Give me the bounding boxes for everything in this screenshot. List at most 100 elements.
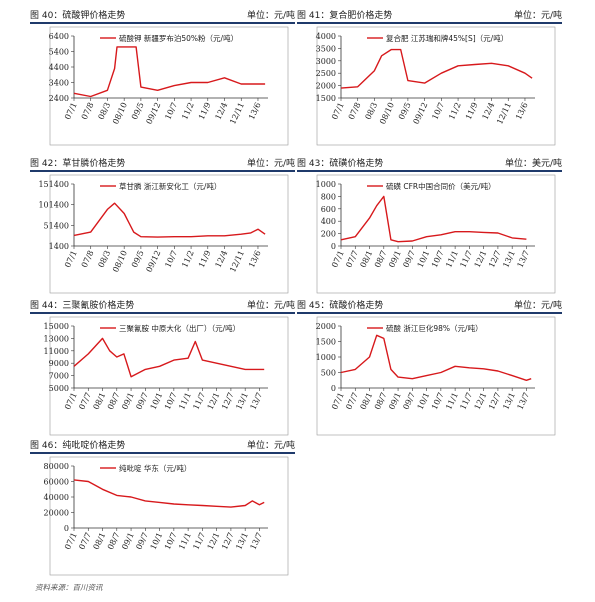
- y-tick-label: 600: [321, 205, 336, 214]
- y-tick-label: 0: [64, 524, 69, 533]
- chart-title: 图 41：复合肥价格走势: [297, 11, 393, 21]
- chart-unit: 单位：元/吨: [513, 301, 562, 311]
- x-tick-label: 13/1: [234, 391, 250, 411]
- line-chart: 1000 800 600 400 200 007/107/708/108/709/109/…: [316, 174, 556, 294]
- panel-header: 图 43：硫磺价格走势 单位：美元/吨: [297, 154, 562, 172]
- chart-title: 图 44：三聚氰胺价格走势: [30, 301, 135, 311]
- chart-panel-41: 图 41：复合肥价格走势 单位：元/吨 4000 3500 3000 2500 2000…: [297, 6, 562, 146]
- x-tick-label: 07/8: [80, 249, 96, 269]
- y-tick-label: 2500: [316, 69, 336, 78]
- panel-header: 图 42：草甘膦价格走势 单位：元/吨: [30, 154, 295, 172]
- y-tick-label: 3400: [49, 79, 69, 88]
- chart-body: 6400 5400 4400 3400 2400 07/1 07/8 08/3 08/10 09/…: [30, 26, 295, 150]
- x-tick-label: 13/7: [249, 531, 265, 551]
- x-tick-label: 11/7: [191, 531, 207, 551]
- x-tick-label: 07/7: [77, 391, 93, 411]
- x-tick-label: 13/6: [514, 101, 530, 121]
- x-tick-label: 09/7: [401, 249, 417, 269]
- x-tick-label: 07/1: [63, 249, 79, 269]
- legend-label: 草甘膦 浙江新安化工（元/吨）: [119, 181, 221, 191]
- line-chart: 15000130001100090007000500007/107/708/10…: [44, 316, 289, 436]
- chart-frame: [316, 26, 556, 146]
- x-tick-label: 09/12: [145, 249, 163, 274]
- x-tick-label: 09/7: [134, 531, 150, 551]
- x-tick-label: 10/1: [416, 249, 432, 269]
- panel-header: 图 46：纯吡啶价格走势 单位：元/吨: [30, 436, 295, 454]
- x-tick-label: 12/7: [220, 391, 236, 411]
- y-tick-label: 4400: [49, 63, 69, 72]
- x-tick-label: 13/7: [516, 249, 532, 269]
- x-tick-label: 09/1: [387, 391, 403, 411]
- chart-unit: 单位：美元/吨: [504, 159, 562, 169]
- x-tick-label: 09/5: [130, 249, 146, 269]
- line-chart: 2000 1500 1000 500 007/107/708/108/709/109/7…: [316, 316, 556, 436]
- x-tick-label: 07/7: [77, 531, 93, 551]
- x-tick-label: 08/1: [359, 249, 375, 269]
- x-tick-label: 10/7: [430, 101, 446, 121]
- y-tick-label: 15000: [44, 322, 69, 331]
- x-tick-label: 11/2: [447, 101, 463, 121]
- x-tick-label: 09/5: [130, 101, 146, 121]
- chart-panel-42: 图 42：草甘膦价格走势 单位：元/吨 151400 101400 51400 140…: [30, 154, 295, 294]
- y-tick-label: 0: [331, 242, 336, 251]
- chart-unit: 单位：元/吨: [246, 441, 295, 451]
- series-line: [340, 48, 533, 89]
- x-tick-label: 11/9: [197, 249, 213, 269]
- y-tick-label: 151400: [38, 180, 69, 189]
- legend-label: 硫酸钾 新疆罗布泊50%粉（元/吨）: [119, 33, 238, 43]
- x-tick-label: 13/6: [247, 249, 263, 269]
- series-line: [340, 195, 527, 243]
- chart-panel-46: 图 46：纯吡啶价格走势 单位：元/吨 80000 60000 40000 20000…: [30, 436, 295, 576]
- x-tick-label: 07/1: [63, 531, 79, 551]
- x-tick-label: 07/8: [80, 101, 96, 121]
- x-tick-label: 08/3: [364, 101, 380, 121]
- x-tick-label: 07/7: [344, 391, 360, 411]
- series-line: [73, 479, 265, 508]
- chart-frame: [49, 456, 289, 576]
- y-tick-label: 80000: [44, 462, 69, 471]
- chart-title: 图 46：纯吡啶价格走势: [30, 441, 126, 451]
- y-tick-label: 1500: [316, 338, 336, 347]
- x-tick-label: 10/7: [430, 249, 446, 269]
- y-tick-label: 2400: [49, 94, 69, 103]
- x-tick-label: 11/7: [458, 249, 474, 269]
- y-tick-label: 13000: [44, 334, 69, 343]
- chart-body: 15000 13000 11000 9000 7000 5000 07/1 07/7 08/1 0…: [30, 316, 295, 440]
- x-tick-label: 09/1: [120, 391, 136, 411]
- y-tick-label: 40000: [44, 493, 69, 502]
- x-tick-label: 12/7: [487, 391, 503, 411]
- x-tick-label: 08/10: [111, 249, 129, 274]
- x-tick-label: 10/7: [163, 101, 179, 121]
- y-tick-label: 500: [321, 369, 336, 378]
- x-tick-label: 07/1: [330, 101, 346, 121]
- x-tick-label: 08/7: [373, 391, 389, 411]
- chart-body: 151400 101400 51400 1400 07/1 07/8 08/3 08/10 09…: [30, 174, 295, 298]
- y-tick-label: 4000: [316, 32, 336, 41]
- x-tick-label: 10/1: [149, 391, 165, 411]
- x-tick-label: 13/1: [501, 391, 517, 411]
- chart-title: 图 42：草甘膦价格走势: [30, 159, 126, 169]
- y-tick-label: 200: [321, 230, 336, 239]
- x-tick-label: 12/11: [228, 101, 246, 126]
- y-tick-label: 101400: [38, 201, 69, 210]
- chart-frame: [316, 174, 556, 294]
- x-tick-label: 12/1: [206, 531, 222, 551]
- x-tick-label: 09/1: [120, 531, 136, 551]
- x-tick-label: 13/1: [501, 249, 517, 269]
- x-tick-label: 11/1: [444, 391, 460, 411]
- y-tick-label: 800: [321, 192, 336, 201]
- x-tick-label: 12/4: [481, 101, 497, 121]
- x-tick-label: 10/1: [149, 531, 165, 551]
- x-tick-label: 12/4: [214, 249, 230, 269]
- y-tick-label: 51400: [44, 221, 69, 230]
- y-tick-label: 60000: [44, 478, 69, 487]
- y-tick-label: 1400: [49, 242, 69, 251]
- y-tick-label: 3000: [316, 57, 336, 66]
- legend-label: 三聚氰胺 中原大化（出厂）（元/吨）: [119, 323, 240, 333]
- chart-body: 4000 3500 3000 2500 2000 1500 07/1 07/8 08/3 08/1…: [297, 26, 562, 150]
- series-line: [73, 202, 266, 238]
- x-tick-label: 08/7: [106, 391, 122, 411]
- x-tick-label: 09/1: [387, 249, 403, 269]
